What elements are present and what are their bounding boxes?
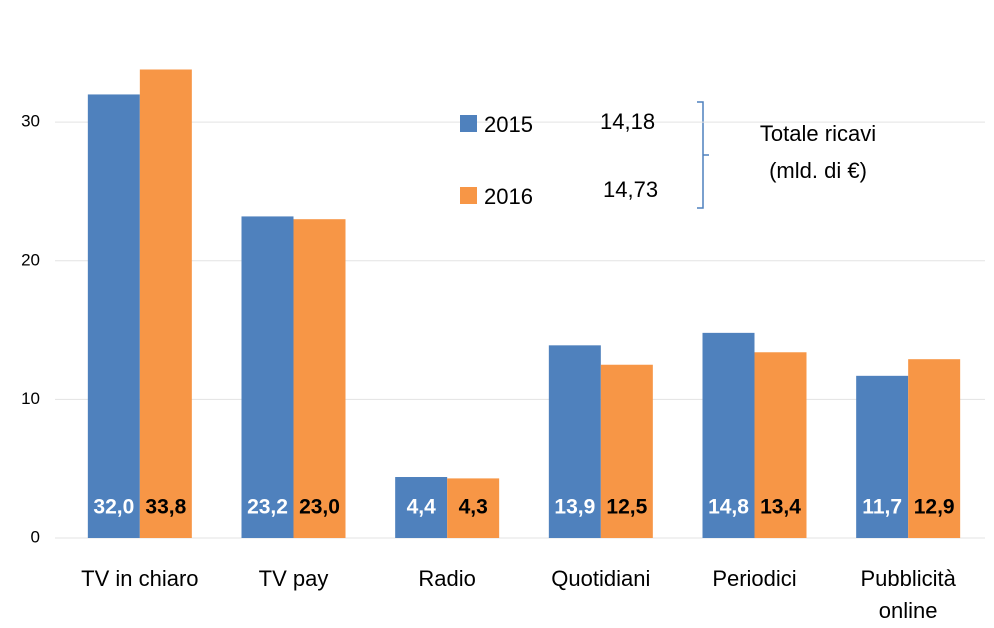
x-tick-label: Quotidiani bbox=[551, 566, 650, 591]
x-tick-label: Radio bbox=[418, 566, 475, 591]
bar bbox=[908, 359, 961, 538]
legend-bracket bbox=[697, 101, 709, 209]
value-label: 13,9 bbox=[554, 496, 595, 519]
y-tick-label: 20 bbox=[21, 250, 40, 269]
x-tick-label: Pubblicità online bbox=[860, 566, 956, 623]
value-label: 11,7 bbox=[862, 496, 902, 519]
value-label: 4,3 bbox=[459, 496, 488, 519]
bar bbox=[447, 478, 500, 538]
bar bbox=[139, 69, 192, 538]
legend-label: 2015 bbox=[484, 112, 533, 137]
legend-total: 14,73 bbox=[603, 177, 658, 202]
value-label: 12,9 bbox=[914, 496, 955, 519]
bar bbox=[241, 216, 294, 538]
value-label: 33,8 bbox=[145, 496, 186, 519]
legend-swatch bbox=[460, 115, 477, 132]
bar bbox=[293, 219, 346, 538]
x-tick-label: Periodici bbox=[712, 566, 796, 591]
bar bbox=[87, 94, 140, 538]
bar bbox=[548, 345, 601, 538]
x-tick-label: TV pay bbox=[259, 566, 329, 591]
value-label: 23,2 bbox=[247, 496, 288, 519]
y-tick-label: 10 bbox=[21, 389, 40, 408]
annotation: (mld. di €) bbox=[769, 158, 867, 183]
value-label: 12,5 bbox=[606, 496, 647, 519]
bar bbox=[856, 375, 909, 538]
y-tick-label: 0 bbox=[31, 527, 40, 546]
bar bbox=[600, 364, 653, 538]
value-label: 14,8 bbox=[708, 496, 749, 519]
value-label: 13,4 bbox=[760, 496, 801, 519]
value-label: 4,4 bbox=[407, 496, 437, 519]
y-tick-label: 30 bbox=[21, 112, 40, 131]
bar bbox=[754, 352, 807, 538]
legend-total: 14,18 bbox=[600, 109, 655, 134]
bar bbox=[395, 477, 448, 538]
value-label: 32,0 bbox=[93, 496, 134, 519]
legend-label: 2016 bbox=[484, 184, 533, 209]
value-label: 23,0 bbox=[299, 496, 340, 519]
x-tick-label: TV in chiaro bbox=[81, 566, 198, 591]
annotation: Totale ricavi bbox=[760, 121, 876, 146]
legend-swatch bbox=[460, 187, 477, 204]
bar bbox=[702, 332, 755, 538]
